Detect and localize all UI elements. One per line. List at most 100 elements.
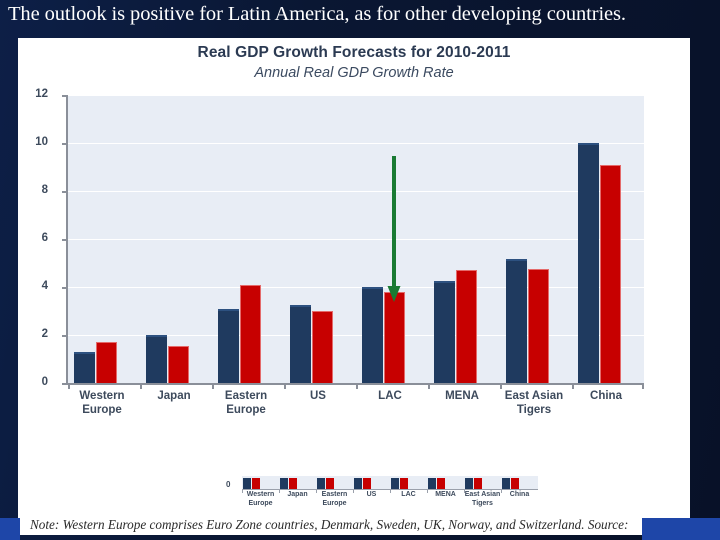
x-axis-label: Western Europe <box>79 390 125 416</box>
y-axis-tick-label: 12 <box>35 88 48 100</box>
bar-group <box>428 95 500 389</box>
mini-bar-group <box>501 478 538 493</box>
x-axis-label: MENA <box>445 390 479 402</box>
bar-group <box>572 95 644 389</box>
bar-2010 <box>578 143 599 383</box>
mini-x-axis-tick <box>316 489 317 493</box>
y-axis-tick <box>62 143 68 145</box>
x-axis-tick <box>356 383 358 389</box>
x-axis-label: Eastern Europe <box>224 390 268 416</box>
mini-bar <box>317 478 325 489</box>
y-axis-tick-label: 6 <box>41 232 48 244</box>
bar-2010 <box>74 352 95 383</box>
x-axis-label: China <box>590 390 622 402</box>
mini-x-axis-label: China <box>509 491 530 498</box>
y-axis-tick-label: 0 <box>41 376 48 388</box>
mini-bar <box>252 478 260 489</box>
x-axis-tick <box>500 383 502 389</box>
x-axis-tick <box>428 383 430 389</box>
x-axis-label: LAC <box>378 390 402 402</box>
gridline <box>68 287 644 288</box>
bar-2010 <box>506 258 527 383</box>
mini-x-axis-label: Eastern Europe <box>321 491 348 507</box>
bar-2011 <box>168 345 189 383</box>
gridline <box>68 143 644 144</box>
bar-group <box>140 95 212 389</box>
bar-2010 <box>290 305 311 383</box>
mini-x-axis-tick <box>242 489 243 493</box>
gridline <box>68 191 644 192</box>
y-axis-tick <box>62 95 68 97</box>
chart-note: Note: Western Europe comprises Euro Zone… <box>30 517 629 535</box>
gridline <box>68 95 644 96</box>
mini-bar <box>474 478 482 489</box>
bar-2010 <box>218 309 239 383</box>
mini-bar <box>354 478 362 489</box>
mini-x-axis-tick <box>427 489 428 493</box>
y-axis-tick-label: 4 <box>41 280 48 292</box>
y-axis-tick-label: 8 <box>41 184 48 196</box>
slide-title: The outlook is positive for Latin Americ… <box>8 3 626 25</box>
bar-2010 <box>146 335 167 383</box>
x-axis-tick <box>212 383 214 389</box>
x-axis-tick <box>140 383 142 389</box>
mini-chart: 0 Western Europe Japan Eastern Europe US LAC… <box>226 476 538 512</box>
bottom-accent-right <box>642 518 720 540</box>
mini-x-axis-tick <box>501 489 502 493</box>
bottom-accent-left <box>0 518 20 540</box>
mini-x-axis-tick <box>279 489 280 493</box>
mini-bar <box>400 478 408 489</box>
chart-title: Real GDP Growth Forecasts for 2010-2011 <box>197 44 511 61</box>
mini-bar <box>437 478 445 489</box>
mini-bar <box>363 478 371 489</box>
x-axis-tick <box>284 383 286 389</box>
mini-x-axis-tick <box>390 489 391 493</box>
mini-x-axis-label: Japan <box>287 491 308 498</box>
mini-bar-group <box>279 478 316 493</box>
x-axis-tick <box>642 383 644 389</box>
y-axis-tick-label: 2 <box>41 328 48 340</box>
y-axis-tick-label: 10 <box>35 136 48 148</box>
bar-group <box>284 95 356 389</box>
mini-x-axis-label: MENA <box>435 491 456 498</box>
mini-bar <box>326 478 334 489</box>
mini-x-axis-tick <box>353 489 354 493</box>
y-axis-tick <box>62 239 68 241</box>
x-axis-tick <box>68 383 70 389</box>
bar-group <box>68 95 140 389</box>
mini-bar <box>502 478 510 489</box>
chart-panel: Real GDP Growth Forecasts for 2010-2011 … <box>18 38 690 535</box>
y-axis-tick <box>62 383 68 385</box>
mini-bar <box>511 478 519 489</box>
mini-bar-group <box>242 478 279 493</box>
y-axis-tick <box>62 191 68 193</box>
mini-x-axis-label: LAC <box>401 491 416 498</box>
bar-group <box>212 95 284 389</box>
gridline <box>68 239 644 240</box>
mini-bar-group <box>464 478 501 493</box>
bar-group <box>500 95 572 389</box>
x-axis-labels: Western Europe Japan Eastern Europe US LAC ME… <box>66 390 642 430</box>
x-axis-label: Japan <box>157 390 191 402</box>
bar-2010 <box>362 287 383 383</box>
green-down-arrow-icon <box>387 156 401 302</box>
chart-subtitle: Annual Real GDP Growth Rate <box>254 65 454 81</box>
bar-2011 <box>240 284 261 383</box>
mini-bar-group <box>316 478 353 493</box>
bar-2010 <box>434 281 455 383</box>
mini-bar <box>428 478 436 489</box>
mini-bar-group <box>390 478 427 493</box>
bar-group <box>356 95 428 389</box>
mini-bar <box>280 478 288 489</box>
mini-chart-zero-label: 0 <box>226 480 231 489</box>
mini-x-axis-label: East Asian Tigers <box>464 491 501 507</box>
mini-x-axis-tick <box>464 489 465 493</box>
mini-x-axis-label: US <box>366 491 377 498</box>
mini-chart-plot: Western Europe Japan Eastern Europe US LAC ME… <box>242 476 538 507</box>
bar-2011 <box>384 291 405 383</box>
bar-2011 <box>96 342 117 383</box>
y-axis-tick <box>62 287 68 289</box>
mini-bar <box>243 478 251 489</box>
x-axis-tick <box>572 383 574 389</box>
